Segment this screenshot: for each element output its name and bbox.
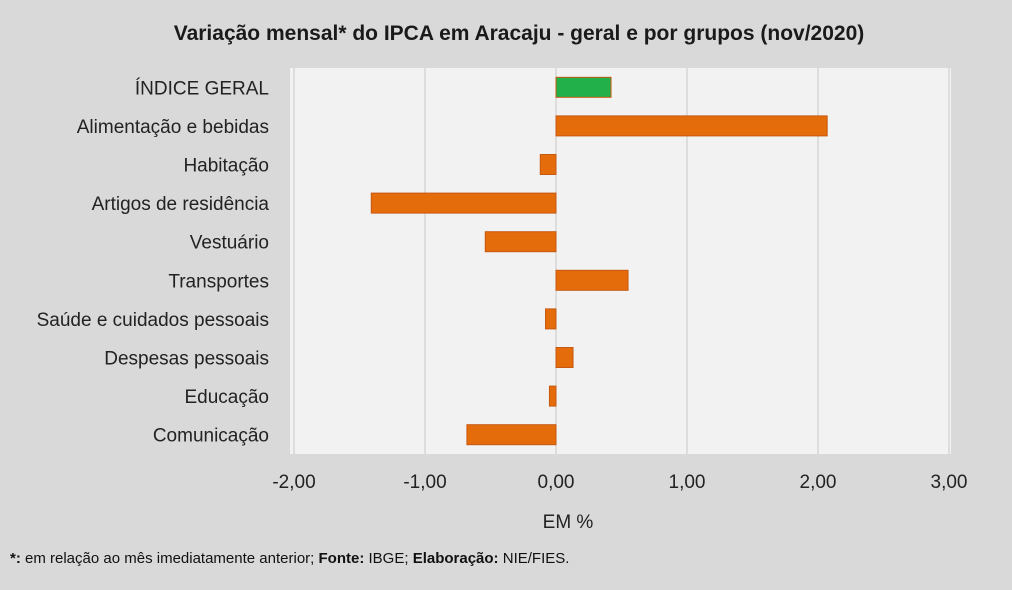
- category-label: Transportes: [168, 271, 269, 292]
- footnote: *: em relação ao mês imediatamente anter…: [10, 550, 569, 567]
- category-label: Educação: [184, 387, 269, 408]
- category-label: Saúde e cuidados pessoais: [37, 310, 269, 331]
- bar: [548, 385, 557, 407]
- x-tick-labels: -2,00 -1,00 0,00 1,00 2,00 3,00: [272, 472, 967, 493]
- footnote-elaboration-label: Elaboração:: [412, 550, 499, 567]
- x-tick-label: 3,00: [931, 472, 968, 493]
- bar: [370, 192, 557, 214]
- category-label: Vestuário: [190, 233, 269, 254]
- bar: [484, 231, 557, 253]
- x-tick-label: 1,00: [669, 472, 706, 493]
- footnote-source-label: Fonte:: [318, 550, 365, 567]
- category-label: Habitação: [183, 156, 269, 177]
- bar: [466, 424, 557, 446]
- footnote-elaboration-text: NIE/FIES.: [498, 550, 570, 567]
- bar: [545, 308, 557, 330]
- category-label: Alimentação e bebidas: [77, 117, 269, 138]
- footnote-star-label: *:: [10, 550, 21, 567]
- category-labels: ÍNDICE GERAL Alimentação e bebidas Habitaç…: [37, 78, 270, 446]
- x-tick-label: -1,00: [403, 472, 446, 493]
- footnote-source-text: IBGE;: [364, 550, 413, 567]
- category-label: ÍNDICE GERAL: [135, 78, 269, 99]
- category-label: Despesas pessoais: [104, 349, 269, 370]
- footnote-star-text: em relação ao mês imediatamente anterior…: [20, 550, 319, 567]
- bar: [555, 115, 828, 137]
- bar: [555, 76, 612, 98]
- bar: [539, 154, 557, 175]
- bar: [555, 269, 629, 291]
- chart-title: Variação mensal* do IPCA em Aracaju - ge…: [174, 22, 865, 45]
- category-label: Artigos de residência: [92, 194, 270, 215]
- x-tick-label: 0,00: [538, 472, 575, 493]
- bar: [555, 347, 574, 368]
- x-tick-label: 2,00: [800, 472, 837, 493]
- category-label: Comunicação: [153, 426, 269, 447]
- bars: [370, 76, 828, 446]
- x-axis-title: EM %: [543, 512, 594, 533]
- x-tick-label: -2,00: [272, 472, 315, 493]
